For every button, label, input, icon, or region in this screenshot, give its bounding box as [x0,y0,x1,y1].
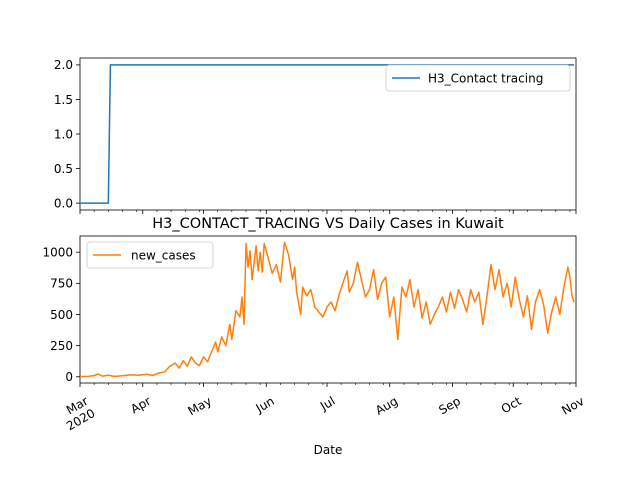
bottom-legend-box [86,241,214,269]
x-tick-label: Apr [128,394,153,417]
bottom-legend-label: new_cases [131,249,196,263]
top-legend-label: H3_Contact tracing [428,72,543,86]
y-tick-label: 0.0 [54,196,73,210]
top-x-axis [79,210,577,214]
contact-tracing-panel: 0.0 0.5 1.0 1.5 2.0 H3_Contact tracing [54,57,577,214]
bottom-legend: new_cases [86,241,214,269]
series-line [80,64,574,204]
top-legend-box [385,64,571,92]
y-tick-label: 1.0 [54,127,73,141]
top-y-axis: 0.0 0.5 1.0 1.5 2.0 [54,58,80,210]
series-line [79,241,575,378]
y-tick-label: 0.5 [54,162,73,176]
top-legend: H3_Contact tracing [385,64,571,92]
x-tick-label: Jun [253,394,277,416]
bottom-y-axis: 0 250 500 750 1000 [42,245,80,384]
y-tick-label: 750 [50,277,73,291]
bottom-series [79,241,575,378]
y-tick-label: 0 [65,370,73,384]
x-axis-label: Date [314,443,343,457]
y-tick-label: 2.0 [54,58,73,72]
x-tick-label: Nov [559,394,586,418]
x-tick-label: Jul [317,394,337,414]
x-tick-label: Oct [499,394,524,417]
y-tick-label: 250 [50,339,73,353]
y-tick-label: 500 [50,308,73,322]
y-tick-label: 1000 [42,245,73,259]
x-tick-label: Mar2020 [57,394,98,434]
top-series [80,64,574,204]
x-tick-label: May [186,394,214,419]
x-tick-label: Sep [436,394,463,417]
x-tick-label: Aug [373,394,400,418]
bottom-x-axis: Mar2020 Apr May Jun Jul Aug Sep Oct Nov [57,383,587,434]
bottom-chart-title: H3_CONTACT_TRACING VS Daily Cases in Kuw… [152,216,504,232]
daily-cases-panel: H3_CONTACT_TRACING VS Daily Cases in Kuw… [42,216,586,457]
y-tick-label: 1.5 [54,93,73,107]
